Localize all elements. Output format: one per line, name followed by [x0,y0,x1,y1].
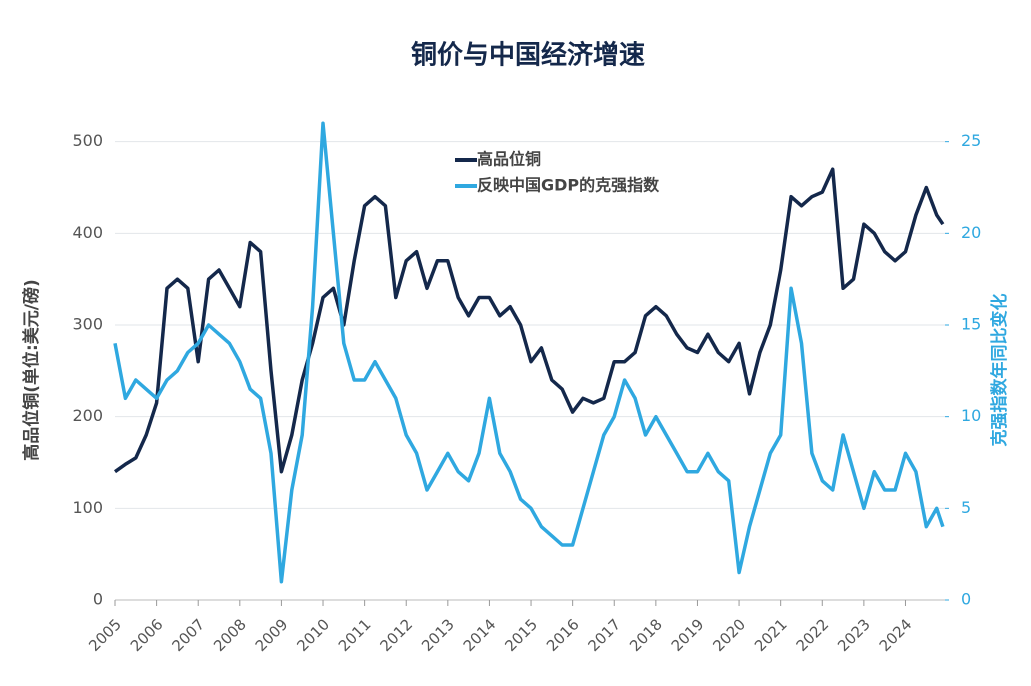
x-tick-label: 2014 [460,615,500,655]
x-tick-label: 2018 [626,615,666,655]
x-tick-label: 2005 [85,615,125,655]
y2-tick-label: 0 [961,590,971,609]
x-tick-label: 2015 [501,615,541,655]
y-tick-label: 400 [72,223,103,242]
y-tick-label: 0 [93,590,103,609]
y-tick-label: 200 [72,406,103,425]
y2-tick-label: 25 [961,131,981,150]
x-tick-label: 2021 [751,615,791,655]
chart-title: 铜价与中国经济增速 [411,40,645,71]
x-tick-label: 2023 [834,615,874,655]
x-tick-label: 2024 [876,615,916,655]
x-tick-label: 2017 [585,615,625,655]
y-tick-label: 500 [72,131,103,150]
x-tick-label: 2011 [335,615,375,655]
x-tick-label: 2019 [668,615,708,655]
y-axis-label: 高品位铜(单位:美元/磅) [21,279,42,461]
x-tick-label: 2013 [418,615,458,655]
series-line [113,121,945,584]
y-tick-label: 300 [72,315,103,334]
x-tick-label: 2012 [377,615,417,655]
y2-tick-label: 10 [961,406,981,425]
x-tick-label: 2010 [293,615,333,655]
x-tick-label: 2020 [709,615,749,655]
y-tick-label: 100 [72,498,103,517]
legend-label: 高品位铜 [477,150,541,169]
series-line [113,167,945,474]
legend-label: 反映中国GDP的克强指数 [477,176,660,195]
y2-axis-label: 克强指数年同比变化 [989,294,1010,447]
x-tick-label: 2009 [252,615,292,655]
x-tick-label: 2016 [543,615,583,655]
x-tick-label: 2007 [168,615,208,655]
y2-tick-label: 5 [961,498,971,517]
x-tick-label: 2006 [127,615,167,655]
x-tick-label: 2008 [210,615,250,655]
x-tick-label: 2022 [793,615,833,655]
y2-tick-label: 20 [961,223,981,242]
y2-tick-label: 15 [961,315,981,334]
